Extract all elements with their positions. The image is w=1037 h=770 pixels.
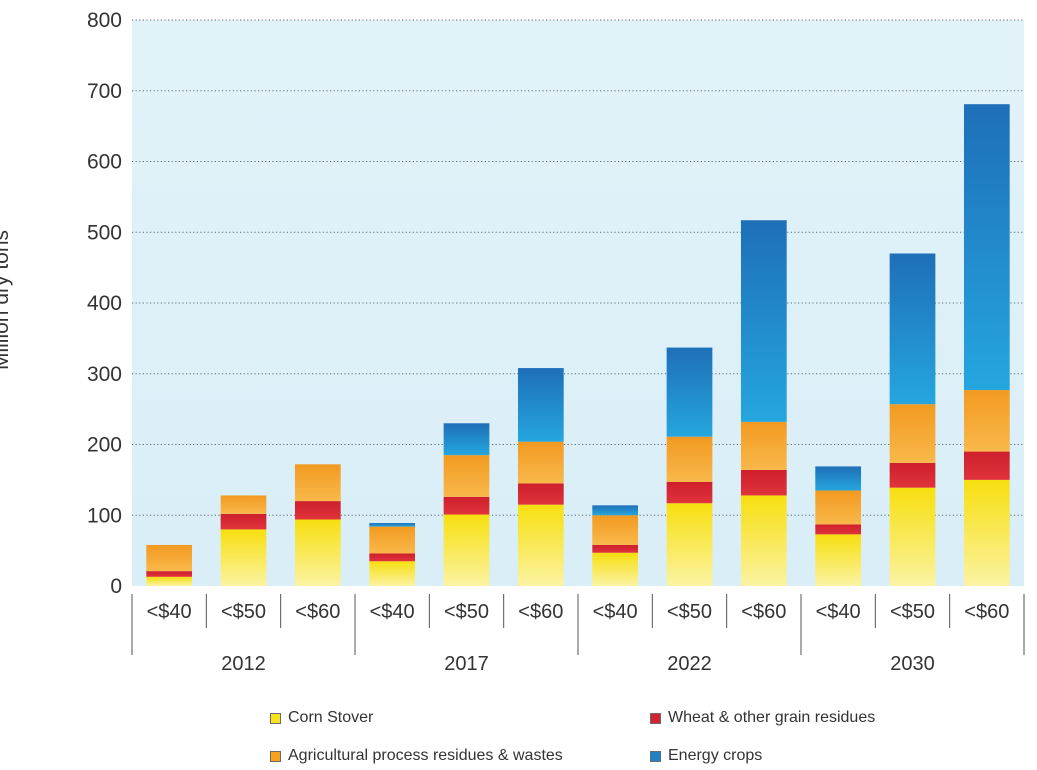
bar-segment	[443, 455, 490, 497]
bar-segment	[517, 483, 564, 505]
bar-segment	[294, 501, 341, 520]
y-tick-label: 600	[87, 151, 122, 174]
x-tick-label: <$40	[147, 601, 192, 623]
bar-segment	[815, 534, 862, 586]
x-tick-label: <$40	[370, 601, 415, 623]
bar-segment	[889, 462, 936, 488]
y-tick-label: 0	[110, 575, 122, 598]
x-tick-label: <$60	[741, 601, 786, 623]
bar-segment	[592, 505, 639, 516]
bar-segment	[294, 519, 341, 586]
x-tick-label: <$50	[667, 601, 712, 623]
bar-segment	[666, 347, 713, 437]
bar-segment	[889, 253, 936, 405]
bar-segment	[592, 552, 639, 586]
x-tick-label: <$50	[221, 601, 266, 623]
bar-segment	[666, 503, 713, 586]
x-tick-label: <$60	[964, 601, 1009, 623]
x-tick-label: <$60	[518, 601, 563, 623]
bar-segment	[220, 529, 267, 586]
bar-segment	[146, 571, 193, 577]
x-tick-label: <$40	[593, 601, 638, 623]
x-tick-label: <$60	[295, 601, 340, 623]
y-tick-label: 400	[87, 292, 122, 315]
bar-segment	[815, 490, 862, 525]
bar-segment	[146, 544, 193, 572]
bars	[146, 104, 1010, 586]
bar-segment	[443, 514, 490, 586]
bar-segment	[369, 561, 416, 586]
bar-segment	[740, 220, 787, 422]
y-tick-label: 200	[87, 434, 122, 457]
bar-segment	[963, 451, 1010, 480]
bar-segment	[889, 404, 936, 463]
gridlines	[132, 19, 1024, 516]
bar-segment	[963, 479, 1010, 586]
x-group-label: 2012	[221, 653, 266, 675]
x-tick-label: <$50	[444, 601, 489, 623]
x-axis: <$40 <$50 <$60 2012 <$40 <$50 <$60 2017 <$40 <$50…	[131, 594, 1025, 675]
y-tick-label: 700	[87, 80, 122, 103]
bar-segment	[740, 469, 787, 496]
bar-segment	[592, 515, 639, 545]
bar-segment	[815, 466, 862, 491]
bar-segment	[294, 464, 341, 502]
x-tick-label: <$50	[890, 601, 935, 623]
y-tick-label: 100	[87, 504, 122, 527]
bar-segment	[443, 496, 490, 515]
bar-segment	[220, 495, 267, 514]
bar-segment	[220, 513, 267, 530]
y-tick-label: 500	[87, 221, 122, 244]
bar-segment	[369, 553, 416, 562]
bar-segment	[740, 495, 787, 586]
bar-segment	[369, 526, 416, 554]
bar-segment	[963, 390, 1010, 452]
y-tick-label: 300	[87, 363, 122, 386]
y-tick-labels: 0 100 200 300 400 500 600 700 800	[87, 9, 122, 598]
bar-segment	[517, 441, 564, 484]
y-tick-label: 800	[87, 9, 122, 32]
bar-segment	[666, 436, 713, 482]
bar-segment	[740, 421, 787, 470]
x-group-label: 2030	[890, 653, 935, 675]
bar-segment	[517, 368, 564, 442]
x-group-label: 2017	[444, 653, 489, 675]
bar-segment	[963, 104, 1010, 391]
x-tick-label: <$40	[816, 601, 861, 623]
bar-segment	[815, 524, 862, 535]
bar-segment	[592, 544, 639, 553]
bar-segment	[443, 423, 490, 456]
bar-segment	[889, 487, 936, 586]
x-group-label: 2022	[667, 653, 712, 675]
bar-segment	[517, 504, 564, 586]
bar-segment	[146, 576, 193, 586]
bar-segment	[666, 481, 713, 504]
bar-segment	[369, 523, 416, 527]
y-axis-title: Million dry tons	[0, 229, 13, 371]
